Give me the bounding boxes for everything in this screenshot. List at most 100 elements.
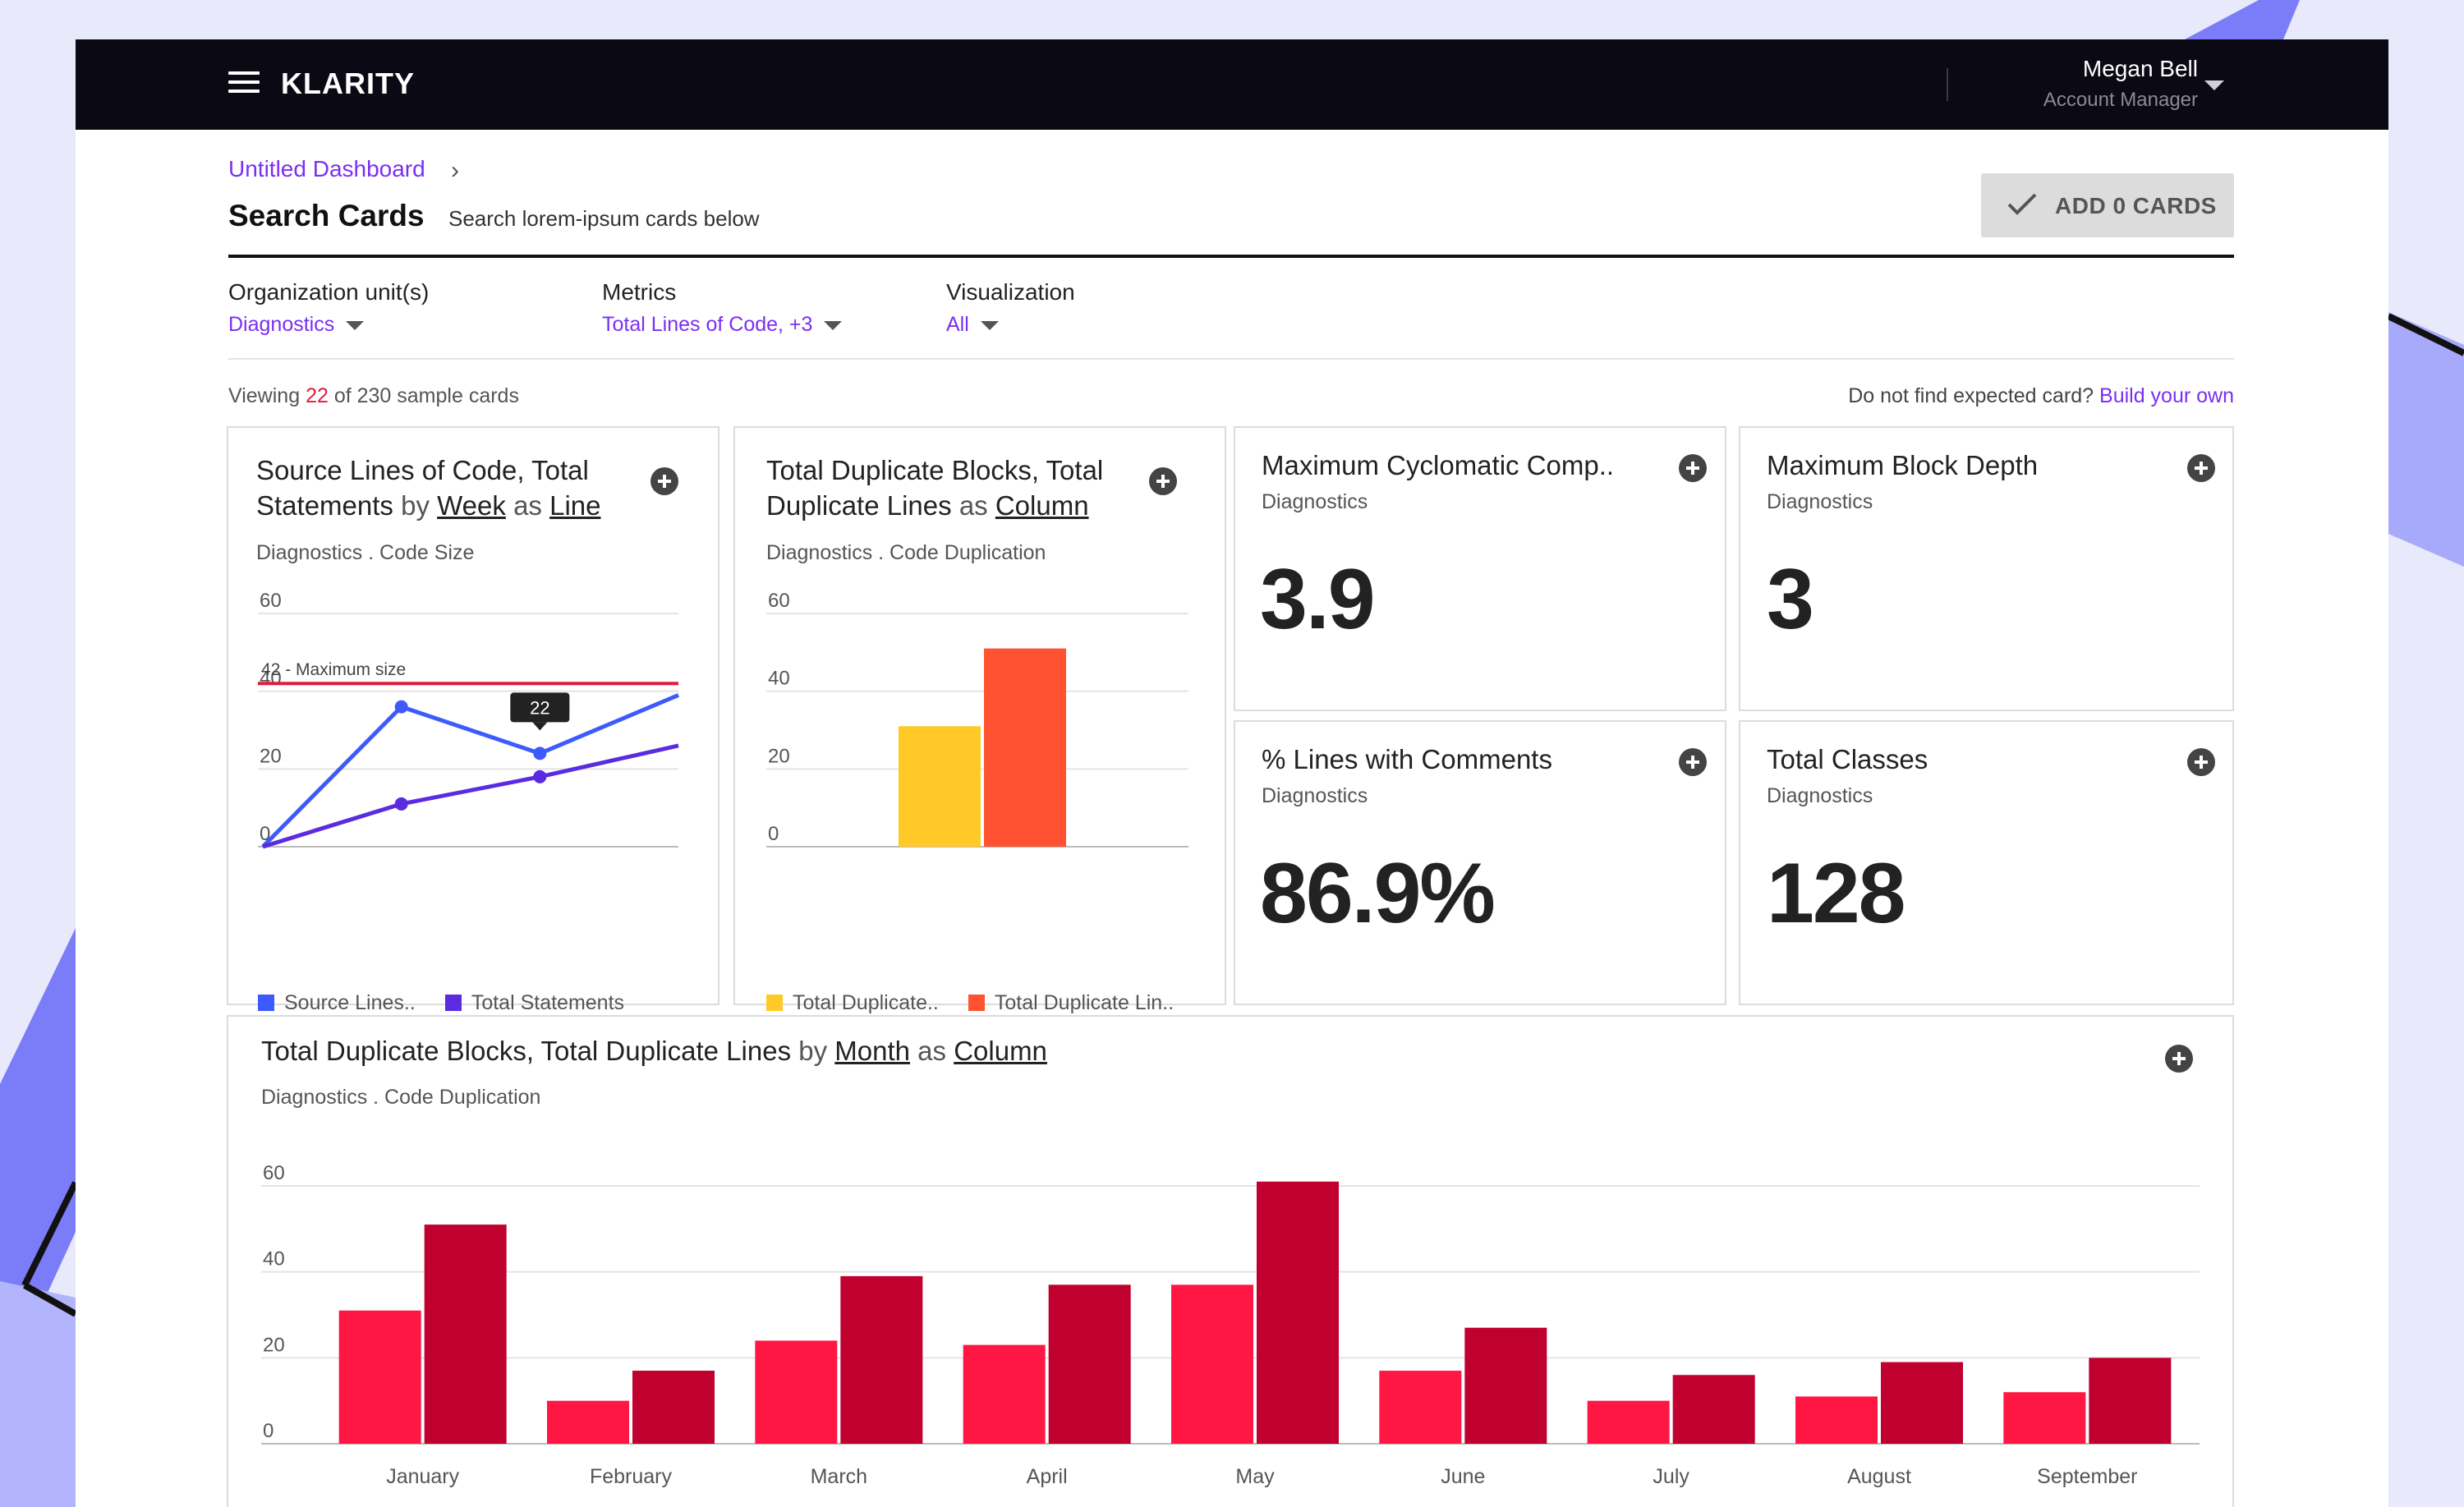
series-line xyxy=(262,743,679,849)
bar xyxy=(840,1275,923,1444)
card-title-period[interactable]: Month xyxy=(834,1036,910,1066)
chevron-down-icon xyxy=(346,320,365,330)
card-subtitle: Diagnostics xyxy=(1262,490,1368,513)
add-card-plus-icon[interactable] xyxy=(1679,454,1707,482)
card-classes[interactable]: Total Classes Diagnostics 128 xyxy=(1739,720,2234,1005)
card-comments[interactable]: % Lines with Comments Diagnostics 86.9% xyxy=(1234,720,1726,1005)
brand-logo: KLARITY xyxy=(281,67,415,100)
menu-icon[interactable] xyxy=(228,71,260,96)
card-title-part: Source Lines of Code, Total xyxy=(256,455,589,485)
viewing-prefix: Viewing xyxy=(228,384,301,407)
kpi-value: 86.9% xyxy=(1260,846,1496,941)
kpi-value: 3 xyxy=(1767,552,1814,647)
add-card-plus-icon[interactable] xyxy=(2187,748,2215,776)
legend-item[interactable]: Total Duplicate.. xyxy=(766,991,939,1014)
card-subtitle: Diagnostics xyxy=(1767,490,1873,513)
chevron-down-icon xyxy=(824,320,843,330)
app-window: KLARITY Megan Bell Account Manager Untit… xyxy=(76,39,2388,1507)
x-tick-label: March xyxy=(811,1465,867,1488)
card-column-chart[interactable]: Total Duplicate Blocks, Total Duplicate … xyxy=(733,426,1226,1014)
filter-viz-label: Visualization xyxy=(946,279,1075,305)
breadcrumb-link[interactable]: Untitled Dashboard xyxy=(228,156,425,181)
x-tick-label: June xyxy=(1441,1465,1485,1488)
add-cards-label: ADD 0 CARDS xyxy=(2055,193,2217,218)
tooltip-label: 22 xyxy=(530,697,549,718)
bar xyxy=(899,726,981,847)
chart-legend: Total Duplicate.. Total Duplicate Lin.. xyxy=(766,991,1203,1015)
add-card-plus-icon[interactable] xyxy=(2165,1045,2193,1073)
legend-item[interactable]: Total Duplicate Lin.. xyxy=(968,991,1174,1014)
card-subtitle: Diagnostics xyxy=(1767,784,1873,807)
card-title-as: as xyxy=(917,1036,947,1066)
column-chart: 0204060Diagnostics xyxy=(766,590,1188,848)
breadcrumb-chevron-right-icon: › xyxy=(451,157,459,184)
y-tick-label: 40 xyxy=(768,668,790,690)
bar xyxy=(424,1224,507,1444)
y-tick-label: 60 xyxy=(260,590,282,612)
series-line xyxy=(261,693,679,848)
y-tick-label: 40 xyxy=(260,668,282,690)
card-title: % Lines with Comments xyxy=(1262,744,1552,774)
add-card-plus-icon[interactable] xyxy=(650,467,678,495)
card-subtitle: Diagnostics . Code Duplication xyxy=(766,541,1046,564)
legend-item[interactable]: Total Statements xyxy=(444,991,624,1014)
filter-org-label: Organization unit(s) xyxy=(228,279,430,305)
card-monthly-column-chart[interactable]: Total Duplicate Blocks, Total Duplicate … xyxy=(227,1015,2234,1507)
user-menu-chevron-down-icon[interactable] xyxy=(2204,80,2224,90)
legend-label: Source Lines.. xyxy=(284,991,416,1014)
kpi-value: 3.9 xyxy=(1260,552,1376,647)
user-name[interactable]: Megan Bell xyxy=(2082,56,2198,81)
data-point xyxy=(394,797,408,811)
y-tick-label: 0 xyxy=(768,823,779,845)
bar xyxy=(2003,1392,2086,1444)
legend-item[interactable]: Source Lines.. xyxy=(258,991,416,1014)
x-tick-label: January xyxy=(386,1465,459,1488)
card-line-chart[interactable]: Source Lines of Code, Total Statements b… xyxy=(227,426,719,1014)
topbar-divider xyxy=(1947,68,1948,101)
card-title-viz[interactable]: Column xyxy=(995,490,1089,521)
card-cyclomatic[interactable]: Maximum Cyclomatic Comp.. Diagnostics 3.… xyxy=(1234,426,1726,711)
x-tick-label: August xyxy=(1847,1465,1911,1488)
data-point xyxy=(533,747,547,760)
bar xyxy=(1881,1362,1963,1444)
check-icon xyxy=(2007,193,2037,215)
filter-viz-dropdown[interactable]: All xyxy=(946,313,999,337)
monthly-column-chart: 0 20 40 60 January February March April May June J… xyxy=(261,1162,2200,1488)
legend-swatch xyxy=(444,995,462,1011)
filter-org-dropdown[interactable]: Diagnostics xyxy=(228,313,365,337)
bar xyxy=(1672,1375,1755,1444)
y-tick-label: 60 xyxy=(263,1162,285,1184)
filter-org-value: Diagnostics xyxy=(228,313,335,336)
bar xyxy=(1257,1181,1339,1444)
bar xyxy=(2089,1358,2172,1444)
filter-metrics-dropdown[interactable]: Total Lines of Code, +3 xyxy=(602,313,843,337)
filter-viz-value: All xyxy=(946,313,969,336)
add-card-plus-icon[interactable] xyxy=(1149,467,1177,495)
card-block-depth[interactable]: Maximum Block Depth Diagnostics 3 xyxy=(1739,426,2234,711)
add-cards-button[interactable]: ADD 0 CARDS xyxy=(1981,173,2234,237)
card-title-period[interactable]: Week xyxy=(437,490,506,521)
page-subtitle: Search lorem-ipsum cards below xyxy=(448,206,760,231)
card-title-viz[interactable]: Line xyxy=(549,490,601,521)
data-point xyxy=(394,700,408,714)
bar xyxy=(984,648,1066,847)
threshold-label: 42 - Maximum size xyxy=(261,660,406,679)
bar xyxy=(1587,1400,1670,1444)
top-bar: KLARITY Megan Bell Account Manager xyxy=(76,39,2388,130)
viewing-summary: Viewing 22 of 230 sample cards xyxy=(228,384,519,408)
build-your-own-link[interactable]: Build your own xyxy=(2099,384,2234,407)
x-tick-label: May xyxy=(1235,1465,1275,1488)
y-tick-label: 20 xyxy=(263,1334,285,1356)
card-title-viz[interactable]: Column xyxy=(954,1036,1047,1066)
page-title: Search Cards xyxy=(228,199,425,232)
bar xyxy=(632,1371,715,1444)
card-title-as: as xyxy=(513,490,542,521)
card-title: Maximum Block Depth xyxy=(1767,450,2039,480)
x-tick-label: February xyxy=(590,1465,673,1488)
card-title: Maximum Cyclomatic Comp.. xyxy=(1262,450,1615,480)
add-card-plus-icon[interactable] xyxy=(1679,748,1707,776)
kpi-value: 128 xyxy=(1767,846,1906,941)
user-role: Account Manager xyxy=(2043,89,2198,111)
add-card-plus-icon[interactable] xyxy=(2187,454,2215,482)
